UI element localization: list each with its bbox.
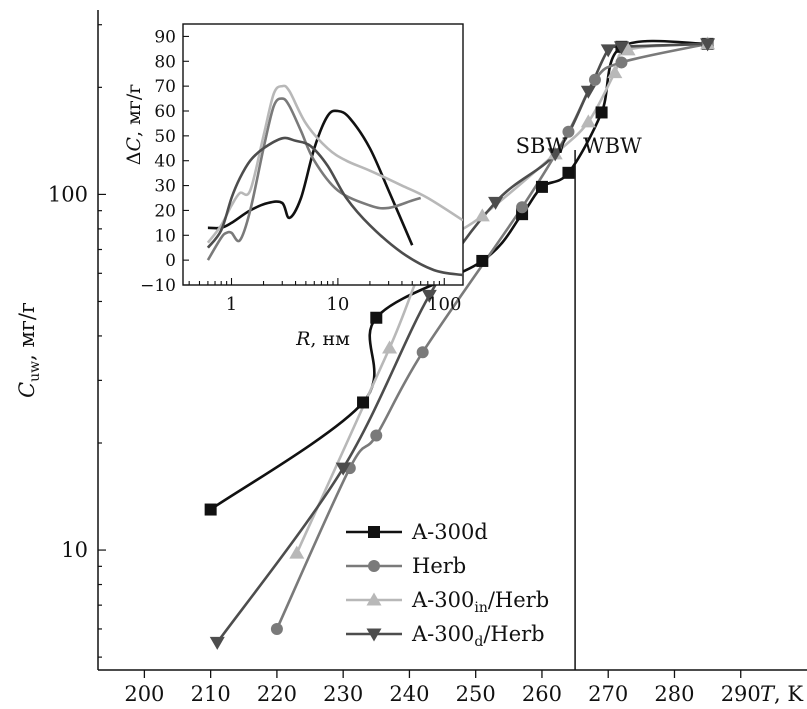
- x-axis-label: T, K: [760, 682, 803, 706]
- sbw-label: SBW: [516, 134, 568, 158]
- marker-triangle-down: [209, 636, 225, 650]
- y-axis-label: Cuw, мг/г: [15, 302, 43, 398]
- marker-square: [562, 166, 575, 179]
- inset-chart: −10 0 10 20 30 40 50 60 70 80 90 1 10 100 R, нм ΔC, мг/…: [123, 23, 464, 350]
- inset-y-tick-label: −10: [140, 276, 176, 296]
- marker-square: [368, 526, 380, 538]
- marker-triangle-up: [580, 114, 596, 128]
- marker-circle: [516, 201, 529, 214]
- marker-square: [370, 311, 383, 324]
- legend-label: A-300d: [411, 520, 488, 544]
- inset-y-tick-label: 20: [154, 201, 176, 221]
- marker-square: [595, 106, 608, 119]
- marker-circle: [588, 73, 601, 86]
- inset-y-tick-label: 10: [154, 226, 176, 246]
- marker-circle: [270, 622, 283, 635]
- inset-x-axis-label: R, нм: [295, 328, 350, 350]
- marker-triangle-up: [382, 340, 398, 354]
- marker-triangle-down: [700, 38, 716, 52]
- marker-triangle-down: [421, 289, 437, 303]
- x-tick-label: 200: [124, 682, 164, 706]
- marker-triangle-down: [488, 196, 504, 210]
- inset-y-tick-label: 90: [154, 27, 176, 47]
- marker-circle: [562, 125, 575, 138]
- x-tick-label: 210: [191, 682, 231, 706]
- marker-triangle-down: [580, 85, 596, 99]
- marker-triangle-down: [600, 44, 616, 58]
- inset-y-tick-label: 70: [154, 77, 176, 97]
- marker-triangle-down: [366, 628, 382, 642]
- legend-label: A-300in/Herb: [411, 588, 549, 616]
- legend-label: Herb: [412, 554, 466, 578]
- x-tick-label: 290: [721, 682, 761, 706]
- marker-triangle-down: [613, 41, 629, 55]
- inset-x-tick-label: 100: [427, 294, 461, 315]
- marker-square: [476, 254, 489, 267]
- marker-circle: [368, 560, 380, 572]
- legend: A-300d Herb A-300in/Herb A-300d/Herb: [346, 520, 549, 650]
- x-tick-label: 280: [654, 682, 694, 706]
- marker-square: [535, 180, 548, 193]
- marker-triangle-up: [607, 65, 623, 79]
- marker-triangle-up: [366, 592, 382, 606]
- legend-label: A-300d/Herb: [411, 622, 545, 650]
- main-axes: 200 210 220 230 240 250 260 270 280 290 T, K10100C…: [15, 10, 807, 706]
- y-tick-label: 10: [61, 538, 88, 562]
- marker-triangle-up: [289, 545, 305, 559]
- sbw-wbw-annotation: SBW WBW: [516, 134, 642, 670]
- inset-y-axis-label: ΔC, мг/г: [123, 84, 145, 165]
- marker-triangle-up: [620, 42, 636, 56]
- x-tick-label: 260: [522, 682, 562, 706]
- x-tick-label: 250: [456, 682, 496, 706]
- inset-y-tick-label: 0: [165, 251, 176, 271]
- inset-frame: [182, 23, 464, 286]
- marker-triangle-up: [474, 208, 490, 222]
- y-tick-label: 100: [48, 182, 88, 206]
- inset-series-line-0: [207, 109, 414, 246]
- inset-y-tick-label: 80: [154, 52, 176, 72]
- marker-triangle-down: [335, 462, 351, 476]
- marker-circle: [370, 429, 383, 442]
- marker-triangle-down: [547, 148, 563, 162]
- inset-y-tick-label: 30: [154, 177, 176, 197]
- main-series: [204, 36, 716, 650]
- inset-y-tick-label: 40: [154, 152, 176, 172]
- inset-series-line-2: [206, 84, 463, 244]
- marker-circle: [615, 56, 628, 69]
- x-tick-label: 240: [389, 682, 429, 706]
- inset-y-tick-label: 60: [154, 102, 176, 122]
- inset-x-tick-label: 10: [326, 294, 349, 315]
- x-tick-label: 270: [588, 682, 628, 706]
- marker-square: [204, 503, 217, 516]
- inset-series-line-3: [206, 136, 463, 277]
- x-tick-label: 220: [257, 682, 297, 706]
- marker-circle: [416, 346, 429, 359]
- x-tick-label: 230: [323, 682, 363, 706]
- wbw-label: WBW: [583, 134, 642, 158]
- inset-x-tick-label: 1: [226, 294, 237, 315]
- marker-square: [357, 396, 370, 409]
- inset-series: [206, 84, 463, 277]
- inset-y-tick-label: 50: [154, 127, 176, 147]
- inset-series-line-1: [206, 97, 422, 261]
